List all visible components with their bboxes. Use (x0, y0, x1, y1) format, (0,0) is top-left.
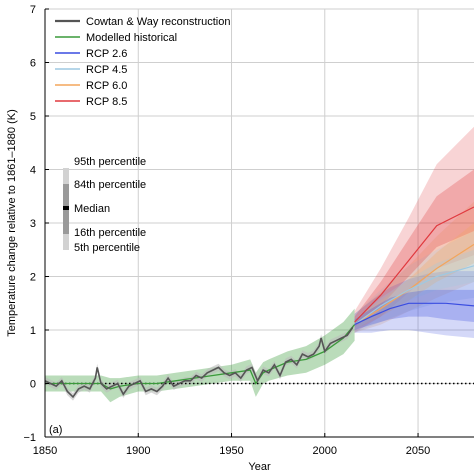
percentile-bar-median (63, 206, 69, 210)
y-axis-label: Temperature change relative to 1861–1880… (6, 109, 18, 336)
y-tick-label: −1 (23, 432, 36, 444)
percentile-label: 95th percentile (74, 156, 146, 168)
y-tick-label: 5 (30, 111, 36, 123)
rcp-band-inner (354, 249, 474, 330)
percentile-label: Median (74, 203, 110, 215)
y-tick-label: 0 (30, 379, 36, 391)
legend-label: Modelled historical (86, 32, 177, 44)
y-tick-label: 2 (30, 272, 36, 284)
y-tick-label: 6 (30, 58, 36, 70)
y-tick-label: 3 (30, 218, 36, 230)
legend-label: RCP 6.0 (86, 80, 127, 92)
y-tick-label: 4 (30, 165, 36, 177)
rcp-band-outer (354, 201, 474, 333)
axes (44, 8, 474, 438)
x-tick-label: 1850 (33, 445, 57, 457)
panel-label: (a) (49, 424, 62, 436)
y-tick-label: 1 (30, 325, 36, 337)
rcp-band-outer (354, 231, 474, 333)
x-tick-label: 2000 (313, 445, 337, 457)
legend-label: RCP 4.5 (86, 64, 127, 76)
uncertainty-bands (45, 126, 474, 403)
rcp-band-outer (354, 126, 474, 333)
legend-label: Cowtan & Way reconstruction (86, 16, 230, 28)
rcp-band-inner (354, 289, 474, 330)
series-lines (45, 206, 474, 399)
y-tick-label: 7 (30, 4, 36, 16)
rcp-line (354, 206, 474, 323)
legend: Cowtan & Way reconstruction Modelled hist… (55, 16, 230, 108)
reconstruction-line (45, 326, 354, 399)
x-axis-label: Year (248, 461, 271, 473)
percentile-label: 16th percentile (74, 227, 146, 239)
legend-label: RCP 2.6 (86, 48, 127, 60)
rcp-band-outer (354, 271, 474, 338)
tick-labels: −1 0 1 2 3 4 5 6 7 1850 1900 1950 2000 2050 (23, 4, 430, 457)
rcp-line (354, 302, 474, 326)
percentile-label: 84th percentile (74, 179, 146, 191)
historical-band (45, 308, 355, 403)
x-tick-label: 2050 (406, 445, 430, 457)
x-tick-label: 1950 (219, 445, 243, 457)
x-tick-label: 1900 (126, 445, 150, 457)
rcp-line (354, 265, 474, 326)
rcp-band-inner (354, 169, 474, 328)
percentile-label: 5th percentile (74, 242, 140, 254)
percentile-key: 95th percentile 84th percentile Median 16th… (63, 156, 146, 254)
legend-label: RCP 8.5 (86, 96, 127, 108)
